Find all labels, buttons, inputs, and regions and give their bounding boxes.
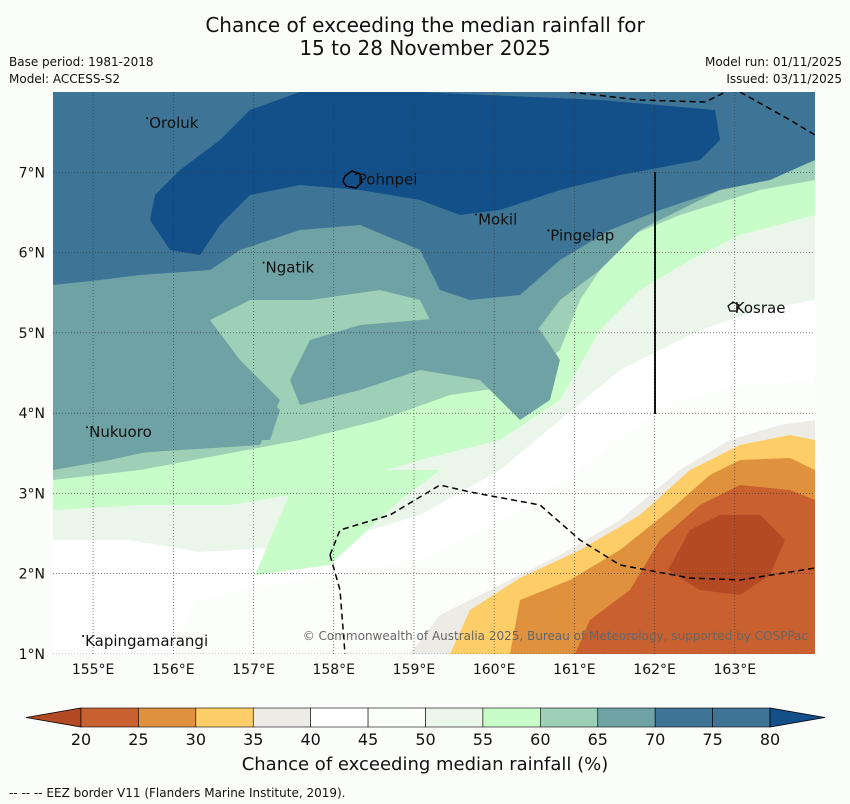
place-label: Ngatik <box>266 259 315 277</box>
band-20-25 <box>668 515 785 595</box>
rainfall-contours: Oroluk Pohnpei Mokil Pingelap Ngatik Kosrae Nu… <box>53 92 815 654</box>
metadata-left: Base period: 1981-2018 Model: ACCESS-S2 <box>9 54 154 88</box>
x-tick-label: 155°E <box>72 662 115 678</box>
colorbar-low-extend <box>25 707 82 728</box>
place-marker <box>731 301 734 304</box>
y-tick-label: 7°N <box>19 165 45 181</box>
model-name: Model: ACCESS-S2 <box>9 72 121 86</box>
colorbar-segment <box>252 707 311 728</box>
place-label: Nukuoro <box>89 423 152 441</box>
y-tick-label: 6°N <box>19 246 45 262</box>
colorbar-high-extend <box>769 707 826 728</box>
model-run: Model run: 01/11/2025 <box>704 55 842 69</box>
x-tick-label: 158°E <box>312 662 355 678</box>
y-tick-label: 5°N <box>19 326 45 342</box>
colorbar-segment <box>712 707 771 728</box>
eez-border-west <box>329 554 346 654</box>
band-70-75-west <box>53 380 280 470</box>
place-labels: Oroluk Pohnpei Mokil Pingelap Ngatik Kosrae Nu… <box>82 114 785 650</box>
x-tick-label: 156°E <box>152 662 195 678</box>
eez-border-south <box>329 484 815 581</box>
y-tick-label: 4°N <box>19 406 45 422</box>
x-tick-label: 159°E <box>393 662 436 678</box>
base-period: Base period: 1981-2018 <box>9 55 154 69</box>
metadata-right: Model run: 01/11/2025 Issued: 03/11/2025 <box>705 54 842 88</box>
colorbar-segment <box>482 707 541 728</box>
colorbar-label: 70 <box>645 730 665 749</box>
title-line-2: 15 to 28 November 2025 <box>299 36 551 60</box>
place-label: Mokil <box>478 210 517 228</box>
x-tick-label: 163°E <box>714 662 757 678</box>
x-axis-ticks: 155°E 156°E 157°E 158°E 159°E 160°E 161°E 162°E… <box>72 662 756 678</box>
x-tick-label: 162°E <box>633 662 676 678</box>
band-60-65-south <box>255 470 440 575</box>
colorbar-segment <box>597 707 656 728</box>
y-tick-label: 2°N <box>19 567 45 583</box>
colorbar-segment <box>195 707 254 728</box>
eez-border-north <box>569 92 728 103</box>
map-title: Chance of exceeding the median rainfall … <box>0 14 850 60</box>
issued-date: Issued: 03/11/2025 <box>726 72 842 86</box>
colorbar-label: 55 <box>473 730 493 749</box>
place-marker <box>146 117 149 120</box>
title-line-1: Chance of exceeding the median rainfall … <box>205 13 645 37</box>
place-label: Oroluk <box>149 114 198 132</box>
eez-footnote: -- -- -- EEZ border V11 (Flanders Marine… <box>9 786 346 800</box>
place-marker <box>82 634 85 637</box>
colorbar-segment <box>367 707 426 728</box>
place-marker <box>86 426 89 429</box>
graticule <box>53 92 815 654</box>
colorbar-label: 35 <box>243 730 263 749</box>
colorbar-segment <box>425 707 484 728</box>
place-label: Pohnpei <box>358 170 418 188</box>
colorbar-label: 40 <box>300 730 320 749</box>
colorbar-segment <box>654 707 713 728</box>
place-marker <box>547 229 550 232</box>
x-tick-label: 161°E <box>553 662 596 678</box>
x-tick-label: 157°E <box>232 662 275 678</box>
colorbar-label: 30 <box>186 730 206 749</box>
colorbar-segment <box>80 707 139 728</box>
colorbar-label: 60 <box>530 730 550 749</box>
colorbar-label: 50 <box>415 730 435 749</box>
y-axis-ticks: 7°N 6°N 5°N 4°N 3°N 2°N 1°N <box>19 165 45 663</box>
copyright-text: © Commonwealth of Australia 2025, Bureau… <box>303 629 808 643</box>
place-marker <box>354 173 357 176</box>
colorbar-label: 75 <box>702 730 722 749</box>
y-tick-label: 1°N <box>19 647 45 663</box>
band-above-80 <box>150 92 720 255</box>
colorbar-label: 25 <box>128 730 148 749</box>
x-tick-label: 160°E <box>473 662 516 678</box>
colorbar-label: 45 <box>358 730 378 749</box>
colorbar-label: 65 <box>588 730 608 749</box>
colorbar-label: 80 <box>760 730 780 749</box>
colorbar-title: Chance of exceeding median rainfall (%) <box>241 754 609 775</box>
colorbar-label: 20 <box>71 730 91 749</box>
place-label: Kosrae <box>735 299 786 317</box>
colorbar-segment <box>310 707 369 728</box>
colorbar: 20 25 30 35 40 45 50 55 60 65 70 75 80 <box>25 707 826 749</box>
colorbar-segment <box>138 707 197 728</box>
place-label: Pingelap <box>550 227 614 245</box>
place-label: Kapingamarangi <box>85 632 208 650</box>
pohnpei-island <box>342 170 363 189</box>
place-marker <box>475 213 478 216</box>
place-marker <box>262 261 265 264</box>
colorbar-segment <box>540 707 599 728</box>
band-70-75-center <box>290 315 560 420</box>
y-tick-label: 3°N <box>19 486 45 502</box>
